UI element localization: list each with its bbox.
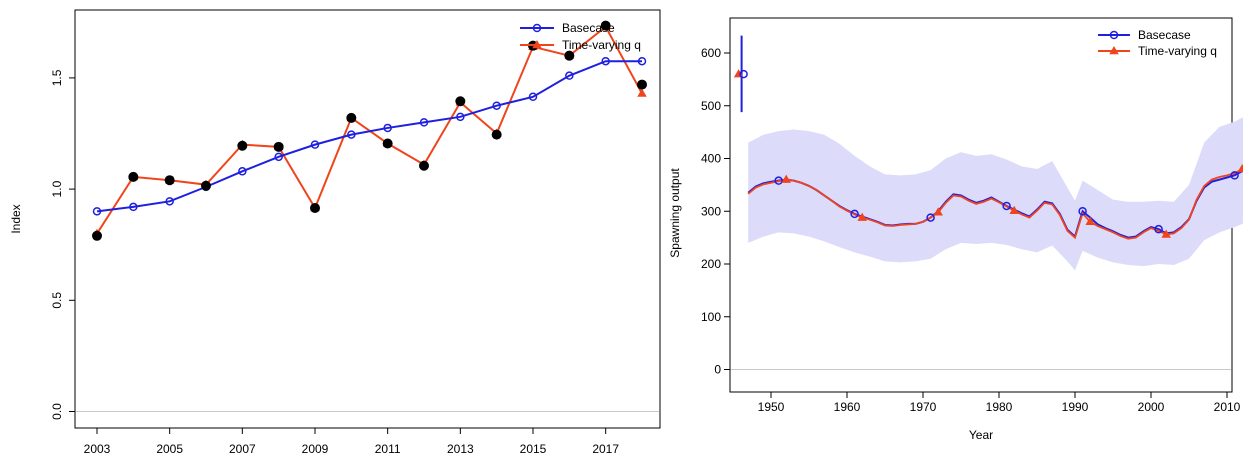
- basecase-point: [528, 92, 538, 102]
- basecase-point: [850, 209, 859, 219]
- basecase-point: [1154, 224, 1163, 234]
- time-varying-q-point: [857, 212, 867, 221]
- basecase-point: [274, 152, 283, 162]
- basecase-point: [310, 140, 320, 149]
- time-varying-q-point: [1161, 229, 1171, 238]
- legend-label-time-varying-q: Time-varying q: [1138, 44, 1217, 58]
- confidence-band: [748, 117, 1243, 271]
- basecase-point: [238, 167, 247, 176]
- y-tick-label: 1.5: [50, 69, 64, 86]
- time-varying-q-point: [1237, 164, 1243, 173]
- series-line-basecase: [96, 60, 642, 213]
- legend-marker-basecase: [1109, 30, 1119, 40]
- y-tick-label: 1.0: [50, 180, 64, 197]
- observed-point: [455, 96, 466, 107]
- x-tick-label: 2015: [520, 442, 547, 456]
- x-tick-label: 2000: [1138, 400, 1165, 414]
- y-axis-title: Spawning output: [668, 168, 682, 258]
- y-axis-title: Index: [9, 204, 23, 233]
- x-tick-label: 2013: [447, 442, 474, 456]
- observed-point: [419, 160, 429, 171]
- basecase-point: [1230, 171, 1239, 180]
- index-chart: 2003 2005 2007 2009 2011 2013 2015 2017 0.0 0.5 1.…: [9, 9, 661, 456]
- basecase-point: [92, 207, 102, 216]
- legend-label-time-varying-q: Time-varying q: [562, 38, 641, 52]
- y-tick-label: 500: [701, 99, 721, 113]
- time-varying-q-point: [637, 88, 647, 97]
- x-tick-label: 2009: [302, 442, 329, 456]
- observed-point: [201, 180, 211, 191]
- x-tick-label: 2003: [84, 442, 111, 456]
- time-varying-q-point: [1085, 216, 1095, 226]
- series-line-time-varying-q: [96, 25, 643, 235]
- observed-point: [273, 141, 284, 152]
- observed-point: [491, 129, 502, 140]
- y-tick-label: 300: [701, 204, 721, 218]
- observed-point: [128, 171, 139, 182]
- basecase-point: [419, 118, 429, 127]
- spawning-output-chart: 1950196019701980199020002010201901002003…: [668, 17, 1243, 442]
- observed-point: [637, 79, 647, 90]
- x-tick-label: 1950: [758, 400, 785, 414]
- basecase-point: [1078, 207, 1087, 216]
- basecase-point: [492, 101, 501, 110]
- legend-marker-basecase: [532, 23, 542, 33]
- x-tick-label: 2010: [1214, 400, 1241, 414]
- observed-point: [237, 140, 248, 151]
- x-tick-label: 1960: [834, 400, 861, 414]
- basecase-point: [601, 56, 610, 66]
- y-tick-label: 200: [701, 257, 721, 271]
- y-tick-label: 0.5: [50, 292, 64, 309]
- legend-marker-time-varying-q: [1109, 46, 1119, 55]
- observed-point: [92, 230, 102, 241]
- time-varying-q-point: [1009, 205, 1019, 214]
- x-tick-label: 1990: [1062, 400, 1089, 414]
- observed-point: [382, 138, 393, 149]
- y-tick-label: 100: [701, 310, 721, 324]
- legend-marker-time-varying-q: [532, 40, 542, 49]
- observed-point: [600, 20, 611, 31]
- basecase-initial-point: [739, 69, 748, 79]
- basecase-point: [1002, 201, 1011, 211]
- basecase-point: [637, 56, 647, 66]
- legend-label-basecase: Basecase: [562, 21, 615, 35]
- x-tick-label: 2017: [592, 442, 619, 456]
- time-varying-q-point: [933, 207, 943, 216]
- basecase-point: [165, 197, 174, 206]
- series-line-time-varying-q: [747, 167, 1243, 240]
- basecase-point: [456, 112, 465, 122]
- observed-point: [164, 175, 175, 186]
- x-tick-label: 1980: [986, 400, 1013, 414]
- x-tick-label: 2005: [156, 442, 183, 456]
- legend-label-basecase: Basecase: [1138, 28, 1191, 42]
- x-axis-title: Year: [969, 428, 993, 442]
- x-tick-label: 1970: [910, 400, 937, 414]
- basecase-point: [347, 130, 356, 139]
- y-tick-label: 0.0: [50, 403, 64, 420]
- time-varying-q-point: [781, 174, 791, 183]
- y-tick-label: 600: [701, 46, 721, 60]
- y-tick-label: 400: [701, 152, 721, 166]
- basecase-point: [774, 176, 783, 185]
- basecase-point: [129, 202, 138, 212]
- observed-point: [564, 50, 575, 61]
- y-tick-label: 0: [714, 363, 721, 377]
- observed-point: [346, 112, 357, 123]
- x-tick-label: 2011: [375, 442, 401, 456]
- basecase-point: [926, 213, 935, 222]
- x-tick-label: 2007: [229, 442, 256, 456]
- observed-point: [310, 203, 320, 214]
- plot-frame: [74, 9, 661, 429]
- basecase-point: [565, 71, 574, 80]
- basecase-point: [383, 123, 392, 133]
